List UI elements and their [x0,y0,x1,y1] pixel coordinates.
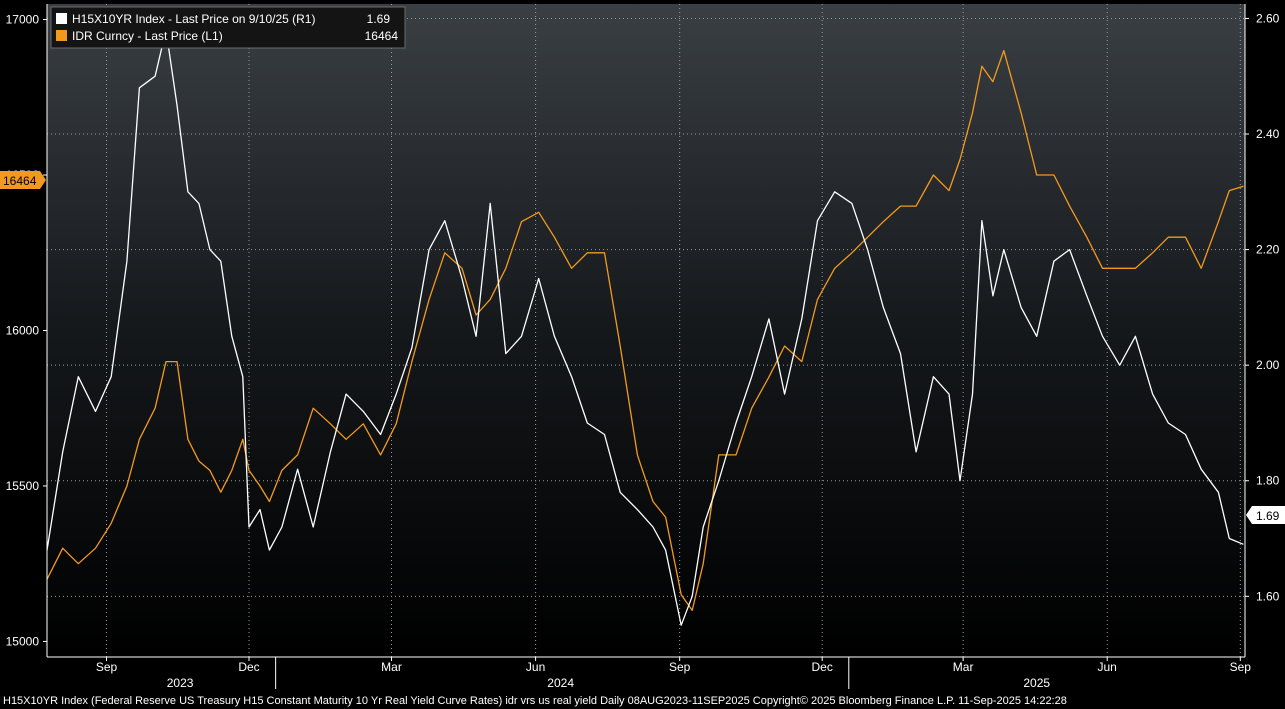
last-value-badge-right: 1.69 [1246,506,1285,524]
left-tick-label: 16000 [6,324,40,338]
legend-series-2-name: IDR Curncy - Last Price (L1) [72,29,223,43]
legend-box [50,6,406,49]
x-tick-label: Dec [812,660,833,674]
left-axis-ticks: 1500015500160001650017000 [6,13,47,648]
left-tick-label: 15500 [6,479,40,493]
right-tick-label: 2.40 [1256,127,1280,141]
legend-series-1-value: 1.69 [367,12,391,26]
left-tick-label: 17000 [6,13,40,27]
x-tick-label: Jun [526,660,545,674]
footer-text: H15X10YR Index (Federal Reserve US Treas… [3,695,1067,707]
left-tick-label: 15000 [6,634,40,648]
x-tick-label: Sep [669,660,691,674]
badge-left-text: 16464 [3,174,37,188]
series-line-real-yield [46,29,1244,626]
x-tick-label: Jun [1098,660,1117,674]
x-tick-label: Sep [1230,660,1252,674]
last-value-badge-left: 16464 [0,171,46,189]
badge-left-shape [0,171,46,189]
right-tick-label: 1.80 [1256,474,1280,488]
series-line-idr [46,49,1244,612]
badge-right-text: 1.69 [1256,509,1280,523]
legend-series-1-name: H15X10YR Index - Last Price on 9/10/25 (… [72,12,315,26]
right-tick-label: 2.20 [1256,243,1280,257]
x-tick-label: Sep [96,660,118,674]
right-tick-label: 2.00 [1256,358,1280,372]
right-tick-label: 2.60 [1256,11,1280,25]
year-label: 2025 [1023,676,1050,690]
year-label: 2023 [167,676,194,690]
right-tick-label: 1.60 [1256,589,1280,603]
grid [47,4,1245,657]
x-tick-label: Dec [238,660,259,674]
series-layer [46,29,1244,626]
legend-swatch-orange [56,30,67,41]
year-label: 2024 [547,676,574,690]
badge-right-shape [1246,506,1285,524]
legend: H15X10YR Index - Last Price on 9/10/25 (… [50,6,406,49]
x-tick-label: Mar [381,660,402,674]
x-tick-label: Mar [953,660,974,674]
legend-series-2-value: 16464 [365,29,399,43]
right-axis-ticks: 1.60 1.80 2.00 2.20 2.40 2.60 [1245,11,1280,603]
legend-swatch-white [56,13,67,24]
plot-background [47,4,1245,657]
x-axis-ticks: Sep Dec Mar Jun Sep Dec Mar Jun Sep 2023 2024 2025 [96,657,1251,690]
